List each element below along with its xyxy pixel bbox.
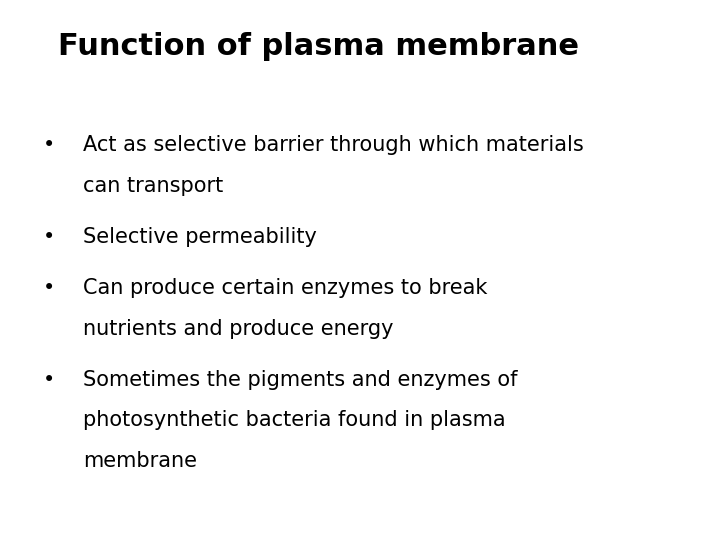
Text: Act as selective barrier through which materials: Act as selective barrier through which m… bbox=[83, 135, 583, 155]
Text: Sometimes the pigments and enzymes of: Sometimes the pigments and enzymes of bbox=[83, 370, 517, 390]
Text: •: • bbox=[43, 227, 55, 247]
Text: •: • bbox=[43, 370, 55, 390]
Text: Function of plasma membrane: Function of plasma membrane bbox=[58, 32, 579, 62]
Text: photosynthetic bacteria found in plasma: photosynthetic bacteria found in plasma bbox=[83, 410, 505, 430]
Text: •: • bbox=[43, 278, 55, 298]
Text: can transport: can transport bbox=[83, 176, 223, 195]
Text: •: • bbox=[43, 135, 55, 155]
Text: Can produce certain enzymes to break: Can produce certain enzymes to break bbox=[83, 278, 487, 298]
Text: nutrients and produce energy: nutrients and produce energy bbox=[83, 319, 393, 339]
Text: Selective permeability: Selective permeability bbox=[83, 227, 317, 247]
Text: membrane: membrane bbox=[83, 451, 197, 471]
